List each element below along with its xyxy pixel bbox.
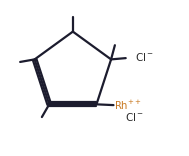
Text: Cl$^-$: Cl$^-$ xyxy=(125,111,144,123)
Text: Rh$^{++}$: Rh$^{++}$ xyxy=(114,99,142,112)
Text: Cl$^-$: Cl$^-$ xyxy=(135,51,154,63)
